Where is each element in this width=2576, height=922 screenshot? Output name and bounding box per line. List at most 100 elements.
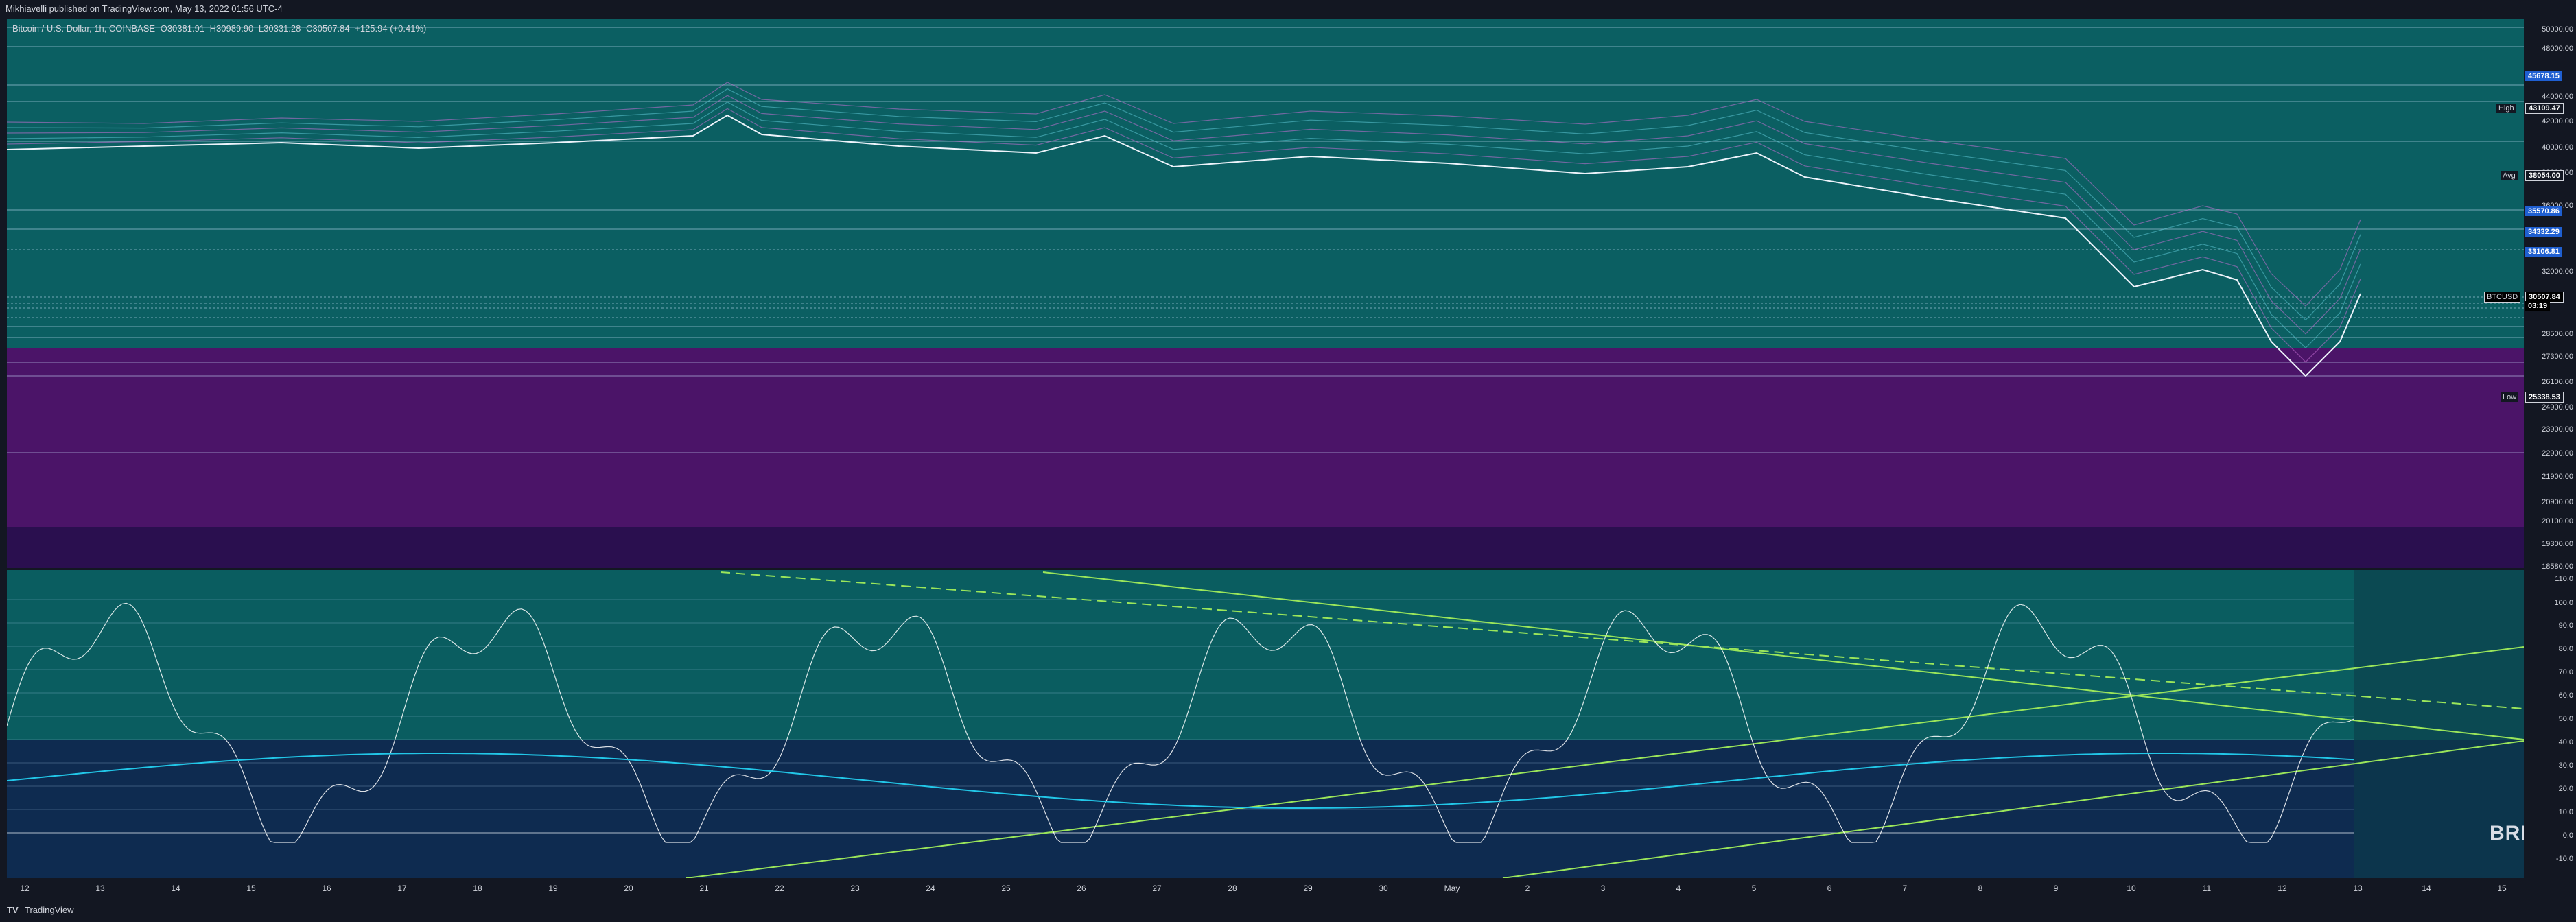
time-axis[interactable]: 12 13 14 15 16 17 18 19 20 21 22 23 24 2… [7, 878, 2524, 899]
price-tag-avg: 38054.00 [2525, 170, 2564, 181]
ma-ribbon-line [7, 95, 2361, 335]
osc-tick: 30.0 [2558, 761, 2573, 770]
time-tick: 26 [1077, 884, 1086, 893]
time-tick: 21 [699, 884, 709, 893]
price-tick: 42000.00 [2542, 117, 2573, 126]
osc-tick: 20.0 [2558, 785, 2573, 793]
ma-ribbon-line [7, 102, 2361, 349]
osc-pane-lower [7, 740, 2524, 878]
price-tick: 50000.00 [2542, 25, 2573, 34]
price-tag-34332: 34332.29 [2525, 227, 2562, 237]
low-label: Low [2501, 392, 2519, 402]
time-tick: 4 [1676, 884, 1681, 893]
price-tick: 19300.00 [2542, 540, 2573, 548]
time-tick: 28 [1228, 884, 1237, 893]
time-tick: 27 [1152, 884, 1162, 893]
countdown-tag: 03:19 [2525, 301, 2551, 311]
price-tag-35570: 35570.86 [2525, 206, 2562, 216]
time-tick: 6 [1827, 884, 1832, 893]
time-tick: 15 [2497, 884, 2507, 893]
time-tick: 19 [548, 884, 558, 893]
osc-tick: 110.0 [2555, 575, 2573, 583]
time-tick: 30 [1379, 884, 1388, 893]
price-tick: 22900.00 [2542, 449, 2573, 458]
osc-tick: 100.0 [2554, 599, 2573, 607]
time-tick: 11 [2202, 884, 2212, 893]
osc-tick: 60.0 [2558, 692, 2573, 700]
price-tag-high: 43109.47 [2525, 103, 2564, 114]
footer-brand: TradingView [25, 905, 74, 915]
osc-signal-line [7, 753, 2354, 809]
high-label: High [2496, 104, 2516, 113]
time-tick: 14 [2422, 884, 2431, 893]
osc-trendline-up-b [1502, 740, 2524, 878]
osc-tick: 90.0 [2558, 622, 2573, 630]
ma-ribbon-line [7, 82, 2361, 307]
osc-trendline-down [1042, 571, 2524, 740]
time-tick: 14 [171, 884, 180, 893]
footer-branding[interactable]: TV TradingView [0, 899, 2576, 922]
time-tick: 18 [473, 884, 482, 893]
price-tick: 32000.00 [2542, 268, 2573, 276]
price-pane-teal-zone [7, 19, 2524, 348]
osc-trendline-up-a [686, 646, 2524, 878]
price-tick: 26100.00 [2542, 378, 2573, 386]
time-tick: 25 [1001, 884, 1011, 893]
price-tick: 21900.00 [2542, 473, 2573, 481]
time-tick: 23 [850, 884, 860, 893]
price-tick: 44000.00 [2542, 93, 2573, 101]
price-tag-33106: 33106.81 [2525, 247, 2562, 257]
ma-ribbon-line [7, 88, 2361, 321]
ohlc-high: H30989.90 [209, 23, 254, 34]
osc-tick: 50.0 [2558, 715, 2573, 723]
symbol-label: BTCUSD [2484, 292, 2521, 303]
price-tick: 28500.00 [2542, 330, 2573, 338]
price-axis[interactable]: 50000.00 48000.00 44000.00 42000.00 4000… [2524, 19, 2576, 878]
price-pane-purple-zone [7, 348, 2524, 547]
publisher-line: Mikhiavelli published on TradingView.com… [0, 0, 2576, 18]
chart-canvas[interactable] [7, 19, 2524, 878]
time-tick: 24 [926, 884, 935, 893]
price-tick: 24900.00 [2542, 403, 2573, 412]
osc-tick: 10.0 [2558, 808, 2573, 816]
time-tick: 15 [246, 884, 256, 893]
symbol-legend[interactable]: Bitcoin / U.S. Dollar, 1h, COINBASE O303… [12, 23, 429, 34]
price-series-line [7, 114, 2361, 377]
ohlc-open: O30381.91 [160, 23, 205, 34]
price-tick: 23900.00 [2542, 425, 2573, 434]
time-tick: 3 [1600, 884, 1606, 893]
price-tick: 27300.00 [2542, 353, 2573, 361]
osc-series-line [7, 602, 2354, 843]
price-tick: 20900.00 [2542, 498, 2573, 506]
price-tick: 40000.00 [2542, 143, 2573, 152]
time-tick: 16 [322, 884, 331, 893]
time-tick: 9 [2053, 884, 2059, 893]
time-tick: 5 [1751, 884, 1757, 893]
time-tick: 10 [2127, 884, 2136, 893]
osc-tick: 0.0 [2562, 831, 2573, 840]
price-tag-low: 25338.53 [2525, 392, 2564, 403]
time-tick: 7 [1902, 884, 1908, 893]
tradingview-logo-icon: TV [7, 905, 19, 915]
osc-tick: 70.0 [2558, 668, 2573, 676]
price-tick: 18580.00 [2542, 563, 2573, 571]
osc-tick: 80.0 [2558, 645, 2573, 653]
osc-tick: 40.0 [2558, 738, 2573, 746]
price-tick: 20100.00 [2542, 517, 2573, 525]
price-pane-dark-zone [7, 527, 2524, 568]
time-tick: 13 [95, 884, 105, 893]
time-tick: 12 [2278, 884, 2287, 893]
time-tick: 12 [20, 884, 30, 893]
ohlc-close: C30507.84 [306, 23, 350, 34]
ma-ribbon-line [7, 108, 2361, 363]
ohlc-low: L30331.28 [258, 23, 301, 34]
time-tick: 17 [397, 884, 407, 893]
ohlc-change: +125.94 (+0.41%) [355, 23, 427, 34]
time-tick: 2 [1525, 884, 1530, 893]
chart-area[interactable] [7, 19, 2524, 878]
time-tick: 22 [775, 884, 784, 893]
price-tag-last: 30507.84 [2525, 292, 2564, 303]
symbol-title: Bitcoin / U.S. Dollar, 1h, COINBASE [12, 23, 156, 34]
price-tick: 48000.00 [2542, 45, 2573, 53]
price-tag-45678: 45678.15 [2525, 71, 2562, 81]
